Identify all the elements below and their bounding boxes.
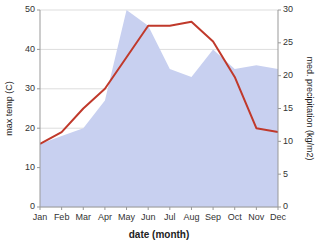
y-axis-line: [40, 10, 41, 207]
x-tick: [191, 207, 192, 210]
x-tick: [256, 207, 257, 210]
y-tick-label: 0: [30, 201, 35, 211]
x-tick: [104, 207, 105, 210]
y2-tick: [278, 108, 281, 109]
x-tick-label: Nov: [248, 212, 265, 222]
y-tick: [37, 167, 40, 168]
y2-tick-label: 20: [283, 70, 293, 80]
x-axis-line: [40, 207, 278, 208]
y-tick: [37, 88, 40, 89]
y2-tick-label: 10: [283, 136, 293, 146]
y2-tick: [278, 141, 281, 142]
x-tick: [234, 207, 235, 210]
y-tick-label: 40: [25, 44, 35, 54]
x-tick-label: Dec: [270, 212, 287, 222]
axes: 0 10 20 30 40 50 0 5 10 15 20 25 30 Jan Feb Mar Apr May Ju…: [25, 4, 293, 222]
y2-tick: [278, 75, 281, 76]
y2-tick-label: 25: [283, 37, 293, 47]
y2-tick-label: 0: [283, 201, 288, 211]
y2-tick-label: 30: [283, 4, 293, 14]
grid-line: [40, 10, 278, 11]
x-tick: [83, 207, 84, 210]
x-tick-label: Jan: [33, 212, 48, 222]
chart: 0 10 20 30 40 50 0 5 10 15 20 25 30 Jan Feb Mar Apr May Ju…: [0, 0, 318, 247]
grid: [40, 10, 278, 207]
y-tick: [37, 128, 40, 129]
x-tick: [169, 207, 170, 210]
x-tick-label: Jul: [164, 212, 176, 222]
x-tick: [148, 207, 149, 210]
x-tick: [278, 207, 279, 210]
precipitation-area: [40, 10, 278, 207]
x-tick: [61, 207, 62, 210]
x-tick-label: Sep: [205, 212, 221, 222]
x-tick-label: Jun: [141, 212, 156, 222]
y-axis-label: max temp (C): [4, 81, 14, 136]
x-tick-label: May: [118, 212, 136, 222]
y-tick-label: 20: [25, 123, 35, 133]
x-tick-label: Feb: [54, 212, 70, 222]
y2-tick: [278, 42, 281, 43]
x-tick: [213, 207, 214, 210]
y2-tick: [278, 174, 281, 175]
plot-area: [40, 10, 278, 207]
x-tick-label: Apr: [98, 212, 112, 222]
x-tick: [40, 207, 41, 210]
temperature-line: [40, 22, 278, 144]
y-tick-label: 50: [25, 4, 35, 14]
x-tick-label: Aug: [183, 212, 199, 222]
x-tick-label: Mar: [76, 212, 92, 222]
y2-axis-label: med. precipitation (kg/m2): [305, 56, 315, 160]
x-tick-label: Oct: [228, 212, 243, 222]
y-tick: [37, 49, 40, 50]
grid-line: [40, 207, 278, 208]
x-tick: [126, 207, 127, 210]
y2-tick-label: 15: [283, 103, 293, 113]
y-tick: [37, 10, 40, 11]
y-tick-label: 10: [25, 162, 35, 172]
y2-tick-label: 5: [283, 169, 288, 179]
x-axis-label: date (month): [129, 229, 190, 240]
y-tick-label: 30: [25, 83, 35, 93]
y2-tick: [278, 10, 281, 11]
